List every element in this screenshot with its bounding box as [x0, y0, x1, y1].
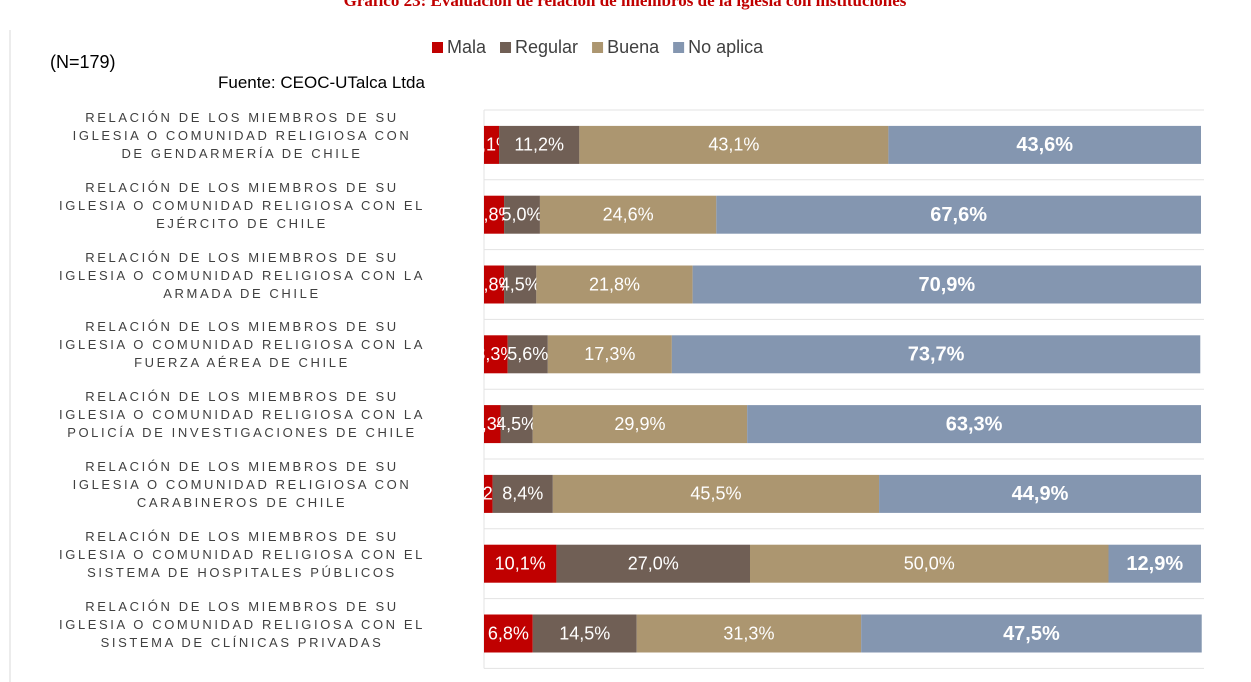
bar-segment: [504, 265, 537, 304]
y-tick-label: RELACIÓN DE LOS MIEMBROS DE SU IGLESIA O…: [59, 319, 425, 371]
bar-segment: [492, 474, 553, 513]
y-tick-label: RELACIÓN DE LOS MIEMBROS DE SU IGLESIA O…: [72, 458, 412, 510]
data-label: 4,5%: [496, 414, 537, 434]
data-label: 3,3%: [475, 344, 516, 364]
bar-segment: [532, 405, 748, 444]
data-label: 29,9%: [614, 414, 665, 434]
y-tick-label: RELACIÓN DE LOS MIEMBROS DE SU IGLESIA O…: [59, 179, 425, 231]
chart-title: Gráfico 23: Evaluación de relación de mi…: [344, 0, 907, 10]
bar-segment: [552, 474, 880, 513]
bar-segment: [556, 544, 751, 583]
bar-segment: [484, 614, 533, 653]
data-label: 43,6%: [1016, 134, 1073, 156]
bar-segment: [539, 195, 717, 234]
legend-swatch: [592, 42, 604, 53]
legend-label: No aplica: [688, 37, 764, 57]
bar-segment: [747, 405, 1201, 444]
data-label: 67,6%: [930, 204, 987, 226]
bar-segment: [484, 265, 505, 304]
bar-segment: [636, 614, 862, 653]
data-label: 21,8%: [589, 274, 640, 294]
y-tick-label: RELACIÓN DE LOS MIEMBROS DE SU IGLESIA O…: [59, 528, 425, 580]
bar-segment: [579, 125, 889, 164]
data-label: 70,9%: [918, 274, 975, 296]
bar-segment: [716, 195, 1201, 234]
bar-segment: [484, 544, 557, 583]
annotation: (N=179): [50, 52, 116, 72]
data-label: 24,6%: [603, 204, 654, 224]
legend-swatch: [500, 42, 512, 53]
data-label: 12,9%: [1126, 553, 1183, 575]
bar-segment: [547, 335, 672, 374]
data-label: 45,5%: [690, 484, 741, 504]
data-label: 10,1%: [495, 553, 546, 573]
data-label: 31,3%: [723, 623, 774, 643]
data-label: 17,3%: [584, 344, 635, 364]
y-tick-label: RELACIÓN DE LOS MIEMBROS DE SU IGLESIA O…: [59, 598, 425, 650]
data-label: 11,2%: [514, 135, 564, 155]
y-tick-label: RELACIÓN DE LOS MIEMBROS DE SU IGLESIA O…: [59, 389, 425, 441]
bar-segment: [532, 614, 637, 653]
legend-label: Regular: [515, 37, 578, 57]
bar-segment: [500, 405, 533, 444]
data-label: 8,4%: [502, 484, 543, 504]
annotation: Fuente: CEOC-UTalca Ltda: [218, 73, 425, 92]
legend-label: Buena: [607, 37, 660, 57]
bar-segment: [879, 474, 1201, 513]
y-tick-label: RELACIÓN DE LOS MIEMBROS DE SU IGLESIA O…: [72, 109, 412, 161]
bar-segment: [507, 335, 548, 374]
data-label: 5,6%: [507, 344, 548, 364]
data-label: 6,8%: [488, 623, 529, 643]
data-label: 50,0%: [904, 553, 955, 573]
data-label: 63,3%: [946, 413, 1003, 435]
bar-segment: [484, 405, 501, 444]
data-label: 47,5%: [1003, 623, 1060, 645]
data-label: 27,0%: [628, 553, 679, 573]
bar-segment: [484, 335, 508, 374]
bar-segment: [750, 544, 1109, 583]
bar-segment: [504, 195, 540, 234]
legend-swatch: [673, 42, 685, 53]
bar-segment: [671, 335, 1201, 374]
bar-segment: [484, 125, 500, 164]
bar-segment: [692, 265, 1201, 304]
legend-swatch: [432, 42, 443, 53]
bar-segment: [888, 125, 1201, 164]
data-label: 5,0%: [501, 204, 542, 224]
bar-segment: [536, 265, 693, 304]
bar-segment: [484, 195, 505, 234]
bar-segment: [861, 614, 1202, 653]
data-label: 4,5%: [500, 274, 541, 294]
data-label: 73,7%: [908, 344, 965, 366]
y-tick-label: RELACIÓN DE LOS MIEMBROS DE SU IGLESIA O…: [59, 249, 425, 301]
data-label: 43,1%: [708, 135, 759, 155]
bar-segment: [499, 125, 580, 164]
data-label: 44,9%: [1012, 483, 1069, 505]
legend-label: Mala: [447, 37, 487, 57]
data-label: 14,5%: [559, 623, 610, 643]
bar-segment: [484, 474, 493, 513]
bar-segment: [1108, 544, 1201, 583]
